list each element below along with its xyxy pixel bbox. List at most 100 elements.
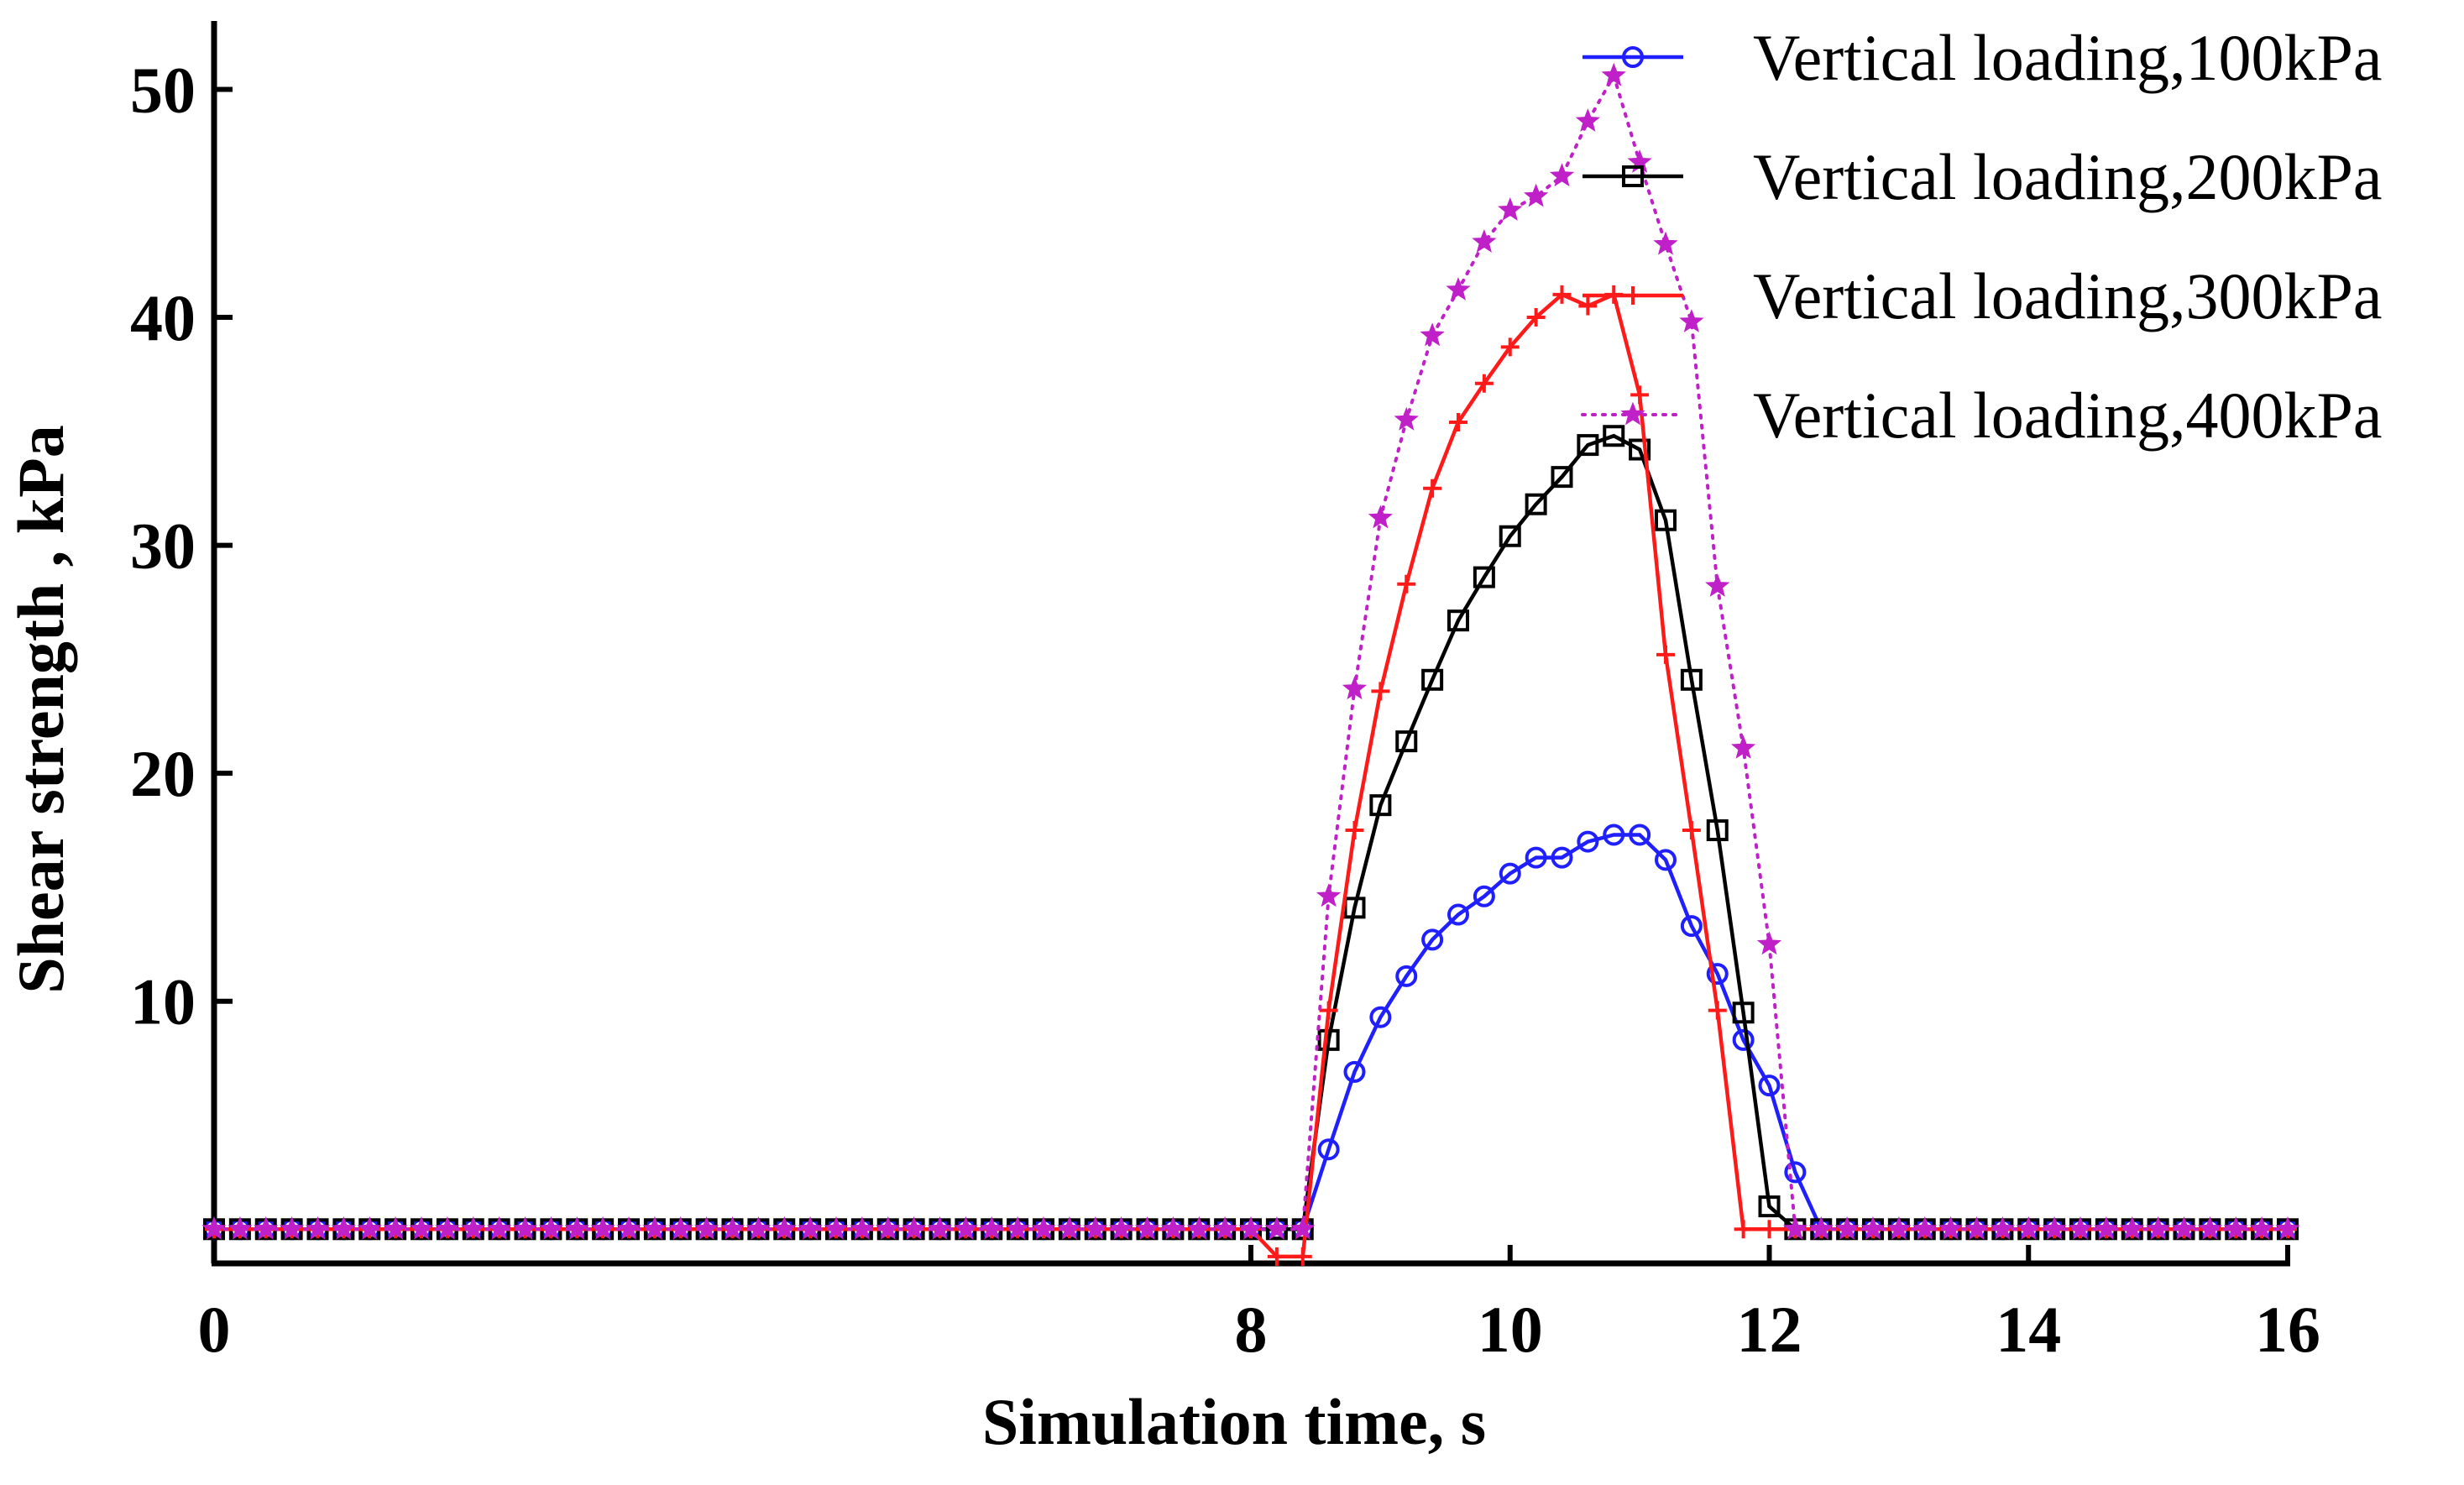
data-point [254, 1216, 279, 1240]
data-point [357, 1216, 382, 1240]
data-point [1732, 1001, 1755, 1024]
data-point [1526, 308, 1546, 327]
series-4 [201, 62, 2300, 1240]
data-point [1371, 682, 1390, 701]
data-point [1549, 163, 1575, 187]
y-tick-label: 50 [130, 53, 196, 126]
data-point [1212, 1216, 1237, 1240]
data-point [616, 1216, 641, 1240]
data-point [1784, 1161, 1807, 1184]
data-point [1421, 668, 1444, 691]
data-point [798, 1216, 823, 1240]
legend-marker [1622, 165, 1644, 187]
data-point [1421, 928, 1444, 951]
data-point [1500, 337, 1520, 357]
data-point [538, 1216, 564, 1240]
data-point [2171, 1216, 2197, 1240]
data-point [1446, 276, 1471, 301]
data-point [1473, 885, 1495, 907]
data-point [1601, 62, 1626, 86]
data-point [486, 1216, 512, 1240]
data-point [1343, 897, 1366, 919]
x-tick-label: 10 [1478, 1293, 1543, 1366]
data-point [305, 1216, 331, 1240]
data-point [1653, 231, 1678, 255]
data-point [1551, 466, 1573, 489]
data-point [2016, 1216, 2041, 1240]
data-point [1083, 1216, 1108, 1240]
data-point [2249, 1216, 2274, 1240]
y-axis-title: Shear strength , kPa [4, 425, 77, 994]
legend-entry-2: Vertical loading,200kPa [1583, 140, 2383, 213]
data-point [1317, 1028, 1340, 1051]
series-1 [203, 824, 2299, 1241]
data-point [1938, 1216, 1964, 1240]
data-point [279, 1216, 305, 1240]
data-point [927, 1216, 953, 1240]
data-point [1679, 309, 1704, 332]
data-point [1498, 197, 1523, 221]
data-point [201, 1216, 227, 1240]
data-point [668, 1216, 693, 1240]
data-point [1630, 385, 1650, 405]
legend-label: Vertical loading,200kPa [1753, 140, 2383, 213]
data-point [1575, 108, 1601, 132]
data-point [1860, 1216, 1886, 1240]
y-tick-label: 10 [130, 965, 196, 1038]
data-point [1473, 566, 1495, 588]
x-tick-label: 0 [198, 1293, 231, 1366]
data-point [1472, 229, 1497, 253]
data-point [1682, 821, 1701, 840]
series-line [212, 71, 2289, 1231]
data-point [719, 1216, 745, 1240]
data-point [2094, 1216, 2119, 1240]
data-point [228, 1216, 253, 1240]
data-point [1395, 730, 1418, 753]
data-point [953, 1216, 979, 1240]
legend-entry-1: Vertical loading,100kPa [1583, 21, 2383, 94]
data-point [850, 1216, 875, 1240]
data-point [1447, 609, 1469, 632]
legend-marker [1624, 286, 1642, 305]
legend-label: Vertical loading,300kPa [1753, 259, 2383, 332]
y-tick-label: 20 [130, 737, 196, 810]
data-point [1267, 1247, 1286, 1266]
data-point [1160, 1216, 1186, 1240]
data-point [1499, 862, 1521, 885]
data-point [1760, 1220, 1779, 1239]
data-point [2223, 1216, 2248, 1240]
legend-label: Vertical loading,400kPa [1753, 379, 2383, 452]
data-point [1290, 1216, 1316, 1240]
series-2 [203, 425, 2299, 1241]
legend-entry-4: Vertical loading,400kPa [1581, 379, 2383, 452]
data-point [1474, 374, 1494, 393]
data-point [2275, 1216, 2300, 1240]
data-point [1578, 296, 1598, 316]
legend-marker [1620, 401, 1645, 426]
data-point [590, 1216, 615, 1240]
data-point [383, 1216, 408, 1240]
data-point [1990, 1216, 2016, 1240]
data-point [409, 1216, 434, 1240]
data-point [2068, 1216, 2093, 1240]
data-point [1758, 1195, 1781, 1218]
data-point [1447, 903, 1469, 926]
data-point [824, 1216, 849, 1240]
data-point [1808, 1216, 1834, 1240]
data-point [693, 1216, 719, 1240]
data-point [1577, 830, 1599, 853]
data-point [1706, 819, 1729, 842]
data-point [1395, 965, 1418, 987]
series-layer [201, 62, 2300, 1266]
data-point [1423, 478, 1442, 498]
data-point [1343, 1060, 1366, 1083]
data-point [1603, 824, 1625, 846]
x-tick-label: 12 [1737, 1293, 1802, 1366]
data-point [1005, 1216, 1030, 1240]
legend-label: Vertical loading,100kPa [1753, 21, 2383, 94]
data-point [1525, 846, 1547, 869]
data-point [1031, 1216, 1056, 1240]
data-point [1629, 824, 1651, 846]
